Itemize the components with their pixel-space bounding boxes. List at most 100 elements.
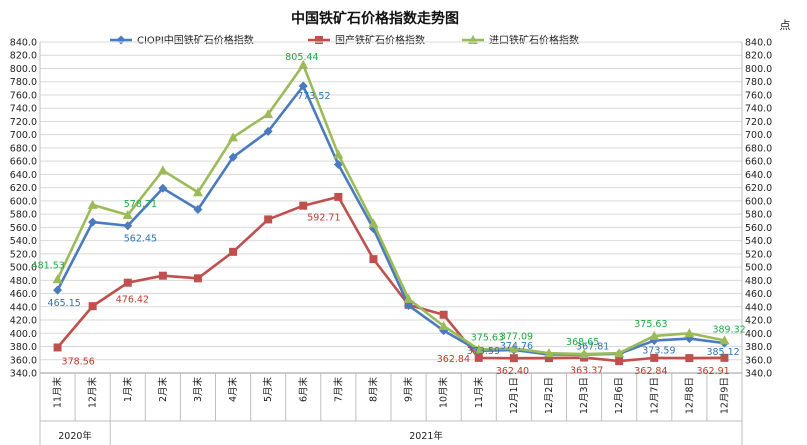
y-tick-label-right: 340.0 (745, 369, 772, 380)
data-label: 476.42 (116, 295, 149, 306)
data-point (88, 217, 98, 227)
x-tick-label: 10月末 (438, 377, 450, 409)
data-point (473, 344, 484, 354)
y-tick-label-left: 720.0 (10, 117, 37, 128)
data-point (87, 199, 98, 209)
data-label: 368.65 (566, 337, 599, 348)
year-group-label: 2020年 (58, 430, 92, 442)
data-point (650, 353, 659, 362)
data-point (193, 274, 202, 283)
right-axis-unit: 点 (780, 19, 791, 32)
data-label: 373.59 (642, 346, 675, 357)
data-point (298, 81, 308, 91)
y-tick-label-left: 700.0 (10, 130, 37, 141)
data-point (228, 132, 239, 142)
y-tick-label-right: 560.0 (745, 223, 772, 234)
data-label: 805.44 (285, 52, 318, 63)
x-tick-label: 1月末 (122, 377, 134, 403)
x-tick-label: 11月末 (52, 377, 64, 409)
y-tick-label-right: 540.0 (745, 236, 772, 247)
x-tick-label: 8月末 (367, 377, 379, 403)
chart-title: 中国铁矿石价格指数走势图 (291, 10, 459, 27)
y-tick-label-left: 480.0 (10, 276, 37, 287)
data-point (543, 348, 554, 358)
x-tick-label: 3月末 (192, 377, 204, 403)
y-tick-label-right: 400.0 (745, 329, 772, 340)
y-tick-label-right: 500.0 (745, 263, 772, 274)
y-tick-label-left: 840.0 (10, 38, 37, 49)
data-label: 578.71 (124, 199, 157, 210)
data-point (229, 247, 238, 256)
x-tick-label: 12月末 (87, 377, 99, 409)
legend-marker (116, 35, 126, 45)
y-tick-label-right: 460.0 (745, 289, 772, 300)
data-label: 377.09 (500, 331, 533, 342)
y-tick-label-left: 460.0 (10, 289, 37, 300)
y-tick-label-left: 560.0 (10, 223, 37, 234)
data-point (333, 159, 343, 169)
data-point (719, 335, 730, 345)
data-label: 373.59 (467, 346, 500, 357)
series-line (56, 84, 725, 356)
y-tick-label-right: 640.0 (745, 170, 772, 181)
x-tick-label: 7月末 (332, 377, 344, 403)
data-label: 389.32 (712, 324, 745, 335)
y-tick-label-left: 800.0 (10, 64, 37, 75)
y-tick-label-left: 420.0 (10, 316, 37, 327)
x-tick-label: 12月6日 (614, 377, 625, 414)
left-y-axis: 340.0 360.0 380.0 400.0 420.0 440.0 460.0 480.0… (10, 38, 41, 380)
y-tick-label-right: 520.0 (745, 249, 772, 260)
year-group-label: 2021年 (409, 430, 443, 442)
data-label: 363.37 (570, 366, 603, 377)
x-axis: 11月末 12月末 1月末 2月末 3月末 4月末 5月末 6月末 7月末 8月末 9月末 10月末 1… (39, 372, 743, 445)
data-label: 592.71 (307, 213, 340, 224)
data-label: 385.12 (706, 347, 739, 358)
y-tick-label-left: 680.0 (10, 143, 37, 154)
data-point (158, 271, 167, 280)
data-point (403, 293, 414, 303)
data-label: 773.52 (297, 91, 330, 102)
right-y-axis: 340.0 360.0 380.0 400.0 420.0 440.0 460.0 480.0… (741, 38, 772, 380)
data-label: 375.63 (471, 332, 504, 343)
y-tick-label-left: 660.0 (10, 157, 37, 168)
y-tick-label-left: 640.0 (10, 170, 37, 181)
y-tick-label-right: 840.0 (745, 38, 772, 49)
data-point (157, 165, 168, 175)
data-point (334, 192, 343, 201)
data-point (333, 149, 344, 159)
y-tick-label-right: 800.0 (745, 64, 772, 75)
data-point (122, 209, 133, 219)
y-tick-label-left: 580.0 (10, 210, 37, 221)
series-0 (53, 81, 729, 360)
data-point (263, 109, 274, 119)
y-tick-label-right: 760.0 (745, 90, 772, 101)
series-layer (52, 59, 730, 366)
data-point (684, 328, 695, 338)
data-point (53, 343, 62, 352)
y-tick-label-right: 580.0 (745, 210, 772, 221)
data-point (368, 218, 379, 228)
data-label: 362.84 (634, 366, 667, 377)
x-tick-label: 11月末 (473, 377, 485, 409)
data-label: 465.15 (48, 298, 81, 309)
data-point (438, 320, 449, 330)
data-point (192, 187, 203, 197)
data-point (614, 348, 625, 358)
y-tick-label-right: 700.0 (745, 130, 772, 141)
data-point (193, 204, 203, 214)
y-tick-label-right: 620.0 (745, 183, 772, 194)
x-tick-label: 5月末 (262, 377, 274, 403)
data-label: 362.40 (496, 366, 529, 377)
x-tick-label: 12月9日 (719, 377, 730, 414)
legend-label: 国产铁矿石价格指数 (335, 34, 425, 47)
y-tick-label-right: 440.0 (745, 302, 772, 313)
data-label: 362.91 (696, 366, 729, 377)
data-point (299, 201, 308, 210)
x-tick-label: 12月7日 (649, 377, 660, 414)
legend-label: CIOPI中国铁矿石价格指数 (137, 34, 254, 47)
legend-marker (315, 36, 323, 44)
x-tick-label: 12月2日 (544, 377, 555, 414)
y-tick-label-left: 540.0 (10, 236, 37, 247)
data-point (88, 302, 97, 311)
